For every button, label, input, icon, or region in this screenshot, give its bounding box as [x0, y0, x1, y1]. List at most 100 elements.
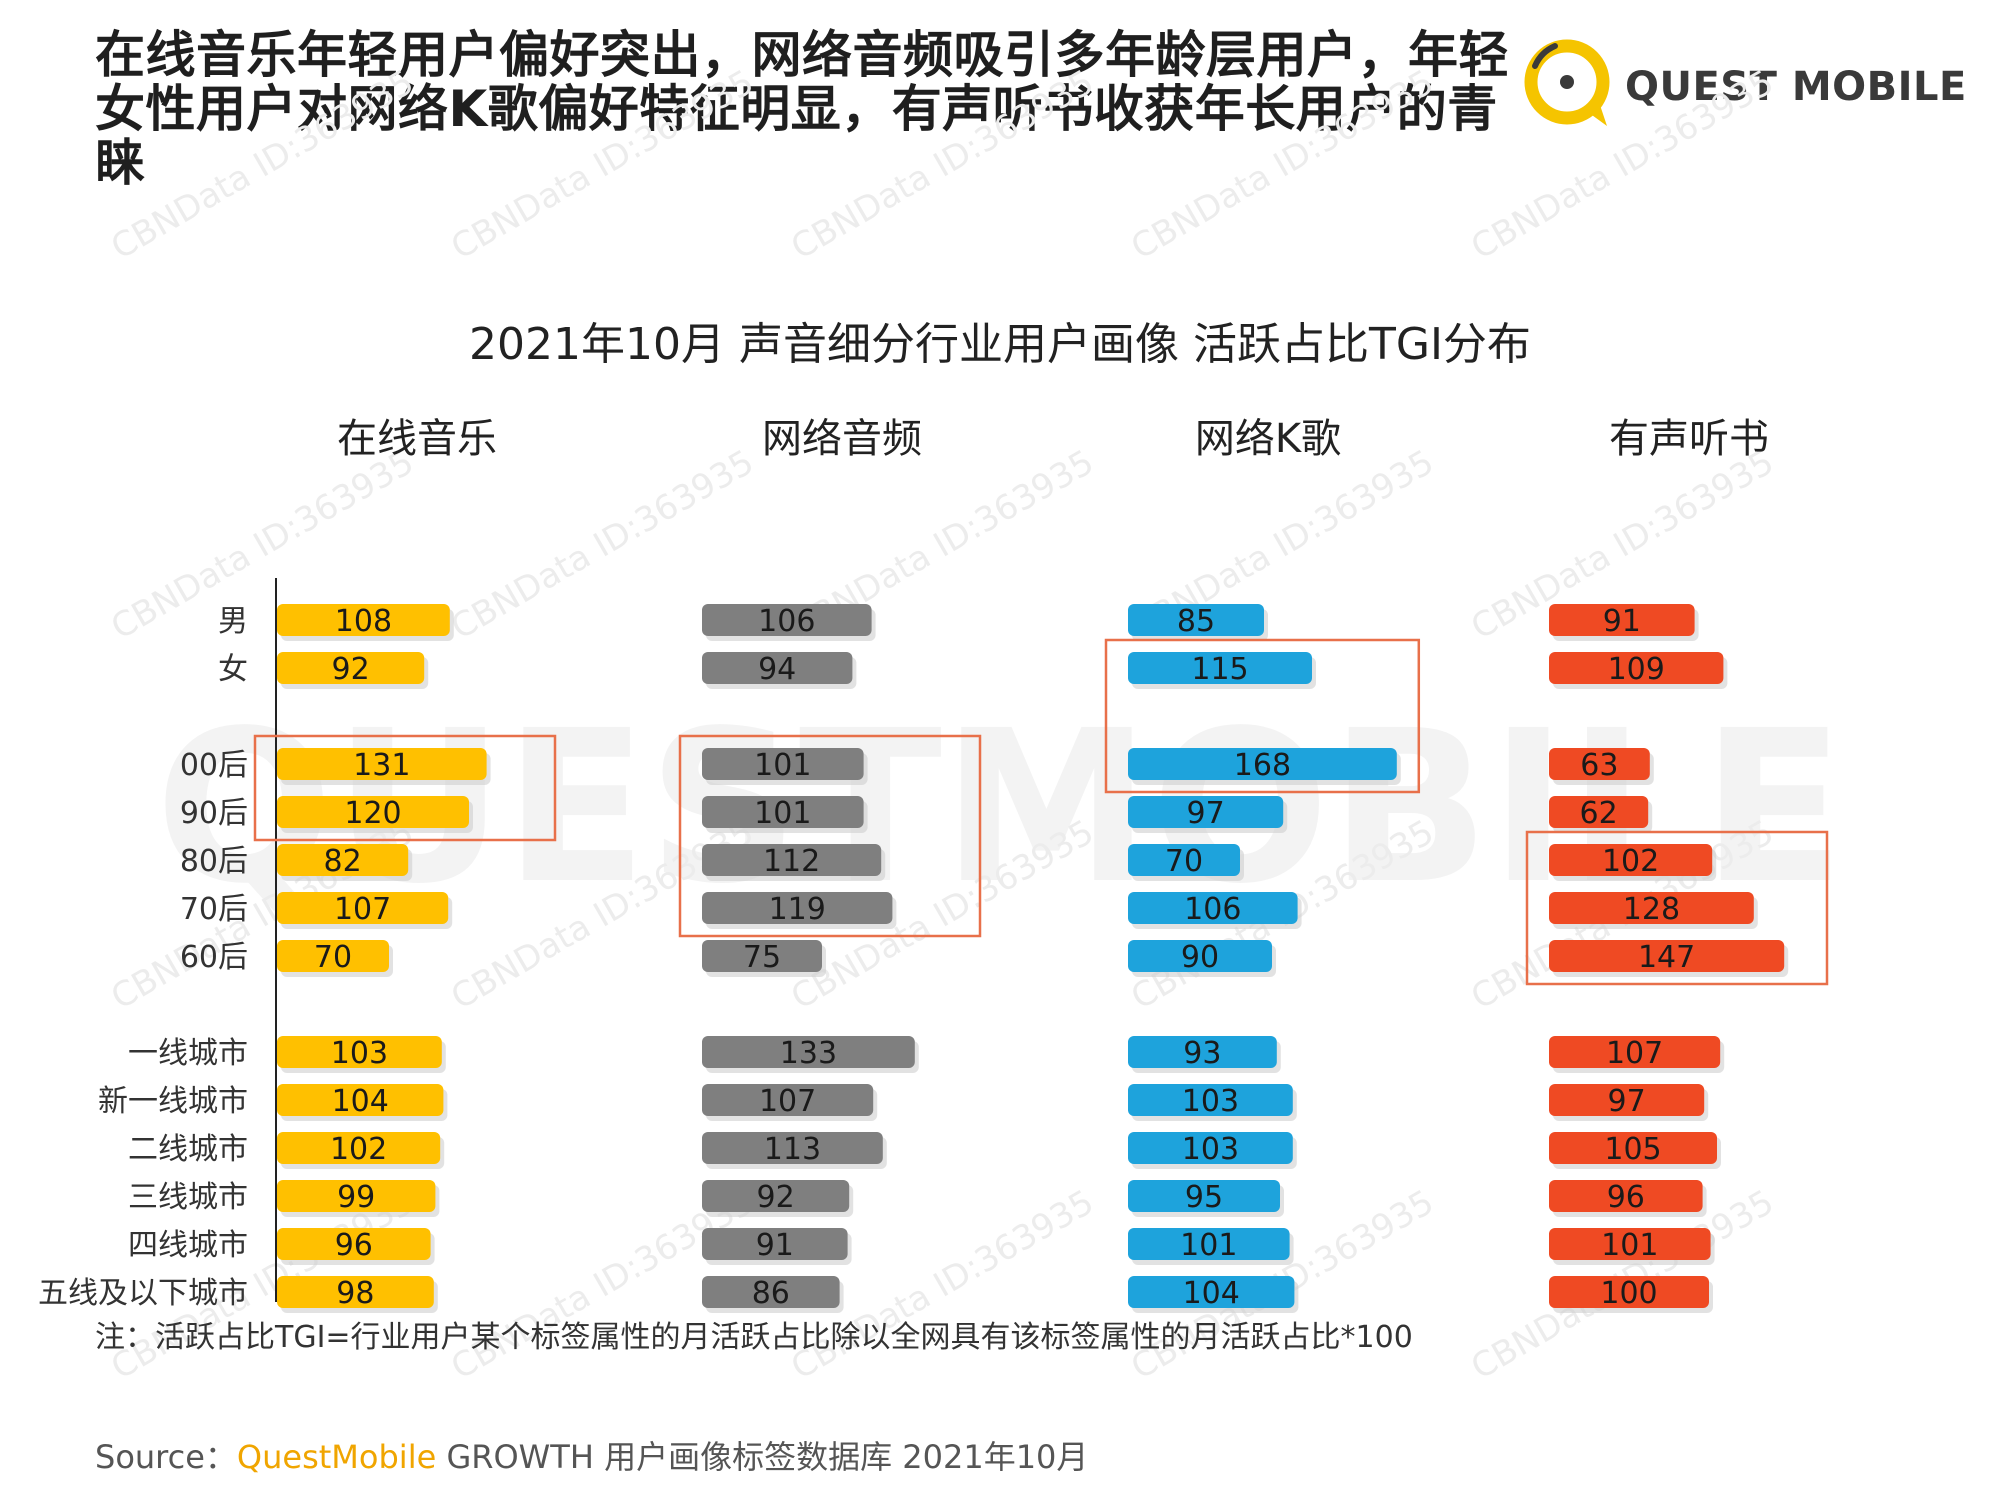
quest-mobile-logo: QUEST MOBILE [1515, 26, 1966, 136]
bar-网络音频-二线城市 [702, 1132, 883, 1164]
bar-在线音乐-一线城市 [277, 1036, 442, 1068]
data-label-网络音频-五线及以下城市: 86 [752, 1276, 790, 1311]
data-label-在线音乐-70后: 107 [334, 892, 391, 927]
data-label-网络K歌-60后: 90 [1181, 940, 1219, 975]
bar-网络K歌-五线及以下城市 [1128, 1276, 1295, 1308]
bar-在线音乐-三线城市 [277, 1180, 436, 1212]
data-label-有声听书-60后: 147 [1638, 940, 1695, 975]
bar-网络K歌-新一线城市 [1128, 1084, 1293, 1116]
highlight-box-在线音乐 [253, 734, 557, 842]
data-label-网络音频-女: 94 [758, 652, 796, 687]
bar-网络音频-三线城市 [702, 1180, 850, 1212]
bar-网络音频-五线及以下城市 [702, 1276, 840, 1308]
data-label-网络K歌-新一线城市: 103 [1182, 1084, 1239, 1119]
bar-在线音乐-五线及以下城市 [277, 1276, 434, 1308]
category-label-男: 男 [218, 604, 248, 639]
data-label-在线音乐-90后: 120 [344, 796, 401, 831]
data-label-网络音频-一线城市: 133 [780, 1036, 837, 1071]
source-brand: QuestMobile [236, 1438, 437, 1476]
bar-网络音频-60后 [702, 940, 822, 972]
data-label-有声听书-90后: 62 [1580, 796, 1618, 831]
category-label-80后: 80后 [180, 844, 248, 879]
data-label-有声听书-男: 91 [1603, 604, 1641, 639]
category-label-90后: 90后 [180, 796, 248, 831]
data-label-有声听书-00后: 63 [1580, 748, 1618, 783]
data-label-网络K歌-90后: 97 [1187, 796, 1225, 831]
data-label-有声听书-80后: 102 [1602, 844, 1659, 879]
bar-网络K歌-三线城市 [1128, 1180, 1280, 1212]
data-label-在线音乐-00后: 131 [353, 748, 410, 783]
data-label-在线音乐-女: 92 [332, 652, 370, 687]
watermark-text: CBNData ID:363935 [1125, 62, 1441, 268]
data-label-有声听书-一线城市: 107 [1606, 1036, 1663, 1071]
bar-有声听书-60后 [1549, 940, 1785, 972]
bar-有声听书-70后 [1549, 892, 1754, 924]
data-label-网络K歌-80后: 70 [1165, 844, 1203, 879]
data-label-网络音频-70后: 119 [769, 892, 826, 927]
bar-在线音乐-新一线城市 [277, 1084, 444, 1116]
category-label-三线城市: 三线城市 [128, 1180, 248, 1215]
data-label-网络音频-新一线城市: 107 [759, 1084, 816, 1119]
bar-网络音频-新一线城市 [702, 1084, 874, 1116]
bar-有声听书-四线城市 [1549, 1228, 1711, 1260]
data-label-网络K歌-70后: 106 [1184, 892, 1241, 927]
data-label-网络音频-90后: 101 [754, 796, 811, 831]
data-label-有声听书-二线城市: 105 [1604, 1132, 1661, 1167]
bar-有声听书-90后 [1549, 796, 1649, 828]
data-label-有声听书-新一线城市: 97 [1608, 1084, 1646, 1119]
category-label-五线及以下城市: 五线及以下城市 [38, 1276, 248, 1311]
footnote: 注：活跃占比TGI=行业用户某个标签属性的月活跃占比除以全网具有该标签属性的月活… [95, 1320, 1413, 1355]
watermark-text: CBNData ID:363935 [1465, 62, 1781, 268]
bar-网络K歌-60后 [1128, 940, 1272, 972]
category-label-00后: 00后 [180, 748, 248, 783]
source-line: Source：QuestMobile GROWTH 用户画像标签数据库 2021… [95, 1432, 1088, 1478]
data-label-网络音频-60后: 75 [743, 940, 781, 975]
bar-网络K歌-四线城市 [1128, 1228, 1290, 1260]
data-label-网络K歌-女: 115 [1191, 652, 1248, 687]
category-label-四线城市: 四线城市 [128, 1228, 248, 1263]
data-label-有声听书-三线城市: 96 [1607, 1180, 1645, 1215]
quest-mobile-logo-icon [1524, 39, 1610, 126]
data-label-网络K歌-00后: 168 [1234, 748, 1291, 783]
bar-网络音频-00后 [702, 748, 864, 780]
data-label-在线音乐-新一线城市: 104 [332, 1084, 389, 1119]
bar-有声听书-一线城市 [1549, 1036, 1721, 1068]
data-label-在线音乐-男: 108 [335, 604, 392, 639]
series-header-有声听书: 有声听书 [1609, 416, 1769, 462]
bar-有声听书-80后 [1549, 844, 1713, 876]
bar-网络音频-90后 [702, 796, 864, 828]
series-header-网络K歌: 网络K歌 [1195, 416, 1341, 462]
source-rest: GROWTH 用户画像标签数据库 2021年10月 [436, 1438, 1089, 1476]
watermark-text: CBNData ID:363935 [445, 62, 761, 268]
bar-在线音乐-80后 [277, 844, 409, 876]
bar-网络音频-男 [702, 604, 872, 636]
data-label-网络音频-80后: 112 [763, 844, 820, 879]
bar-有声听书-00后 [1549, 748, 1650, 780]
series-header-在线音乐: 在线音乐 [337, 416, 497, 462]
data-label-有声听书-女: 109 [1608, 652, 1665, 687]
bar-有声听书-女 [1549, 652, 1724, 684]
category-label-新一线城市: 新一线城市 [98, 1084, 248, 1119]
watermark-text: CBNData ID:363935 [785, 62, 1101, 268]
source-prefix: Source： [95, 1438, 237, 1476]
bar-有声听书-三线城市 [1549, 1180, 1703, 1212]
data-label-网络音频-三线城市: 92 [757, 1180, 795, 1215]
data-label-有声听书-五线及以下城市: 100 [1600, 1276, 1657, 1311]
bar-在线音乐-男 [277, 604, 450, 636]
data-label-网络音频-男: 106 [758, 604, 815, 639]
bar-有声听书-新一线城市 [1549, 1084, 1705, 1116]
bar-网络音频-80后 [702, 844, 882, 876]
data-label-网络音频-00后: 101 [754, 748, 811, 783]
data-label-网络K歌-一线城市: 93 [1183, 1036, 1221, 1071]
data-label-在线音乐-二线城市: 102 [330, 1132, 387, 1167]
data-label-在线音乐-四线城市: 96 [335, 1228, 373, 1263]
data-label-网络K歌-五线及以下城市: 104 [1183, 1276, 1240, 1311]
logo-text: QUEST MOBILE [1625, 64, 1967, 110]
bar-有声听书-五线及以下城市 [1549, 1276, 1709, 1308]
highlight-box-网络K歌 [1104, 638, 1421, 794]
data-label-在线音乐-60后: 70 [314, 940, 352, 975]
bar-网络K歌-90后 [1128, 796, 1284, 828]
bar-网络K歌-00后 [1128, 748, 1397, 780]
data-label-在线音乐-80后: 82 [324, 844, 362, 879]
watermark-text: CBNData ID:363935 [105, 62, 421, 268]
